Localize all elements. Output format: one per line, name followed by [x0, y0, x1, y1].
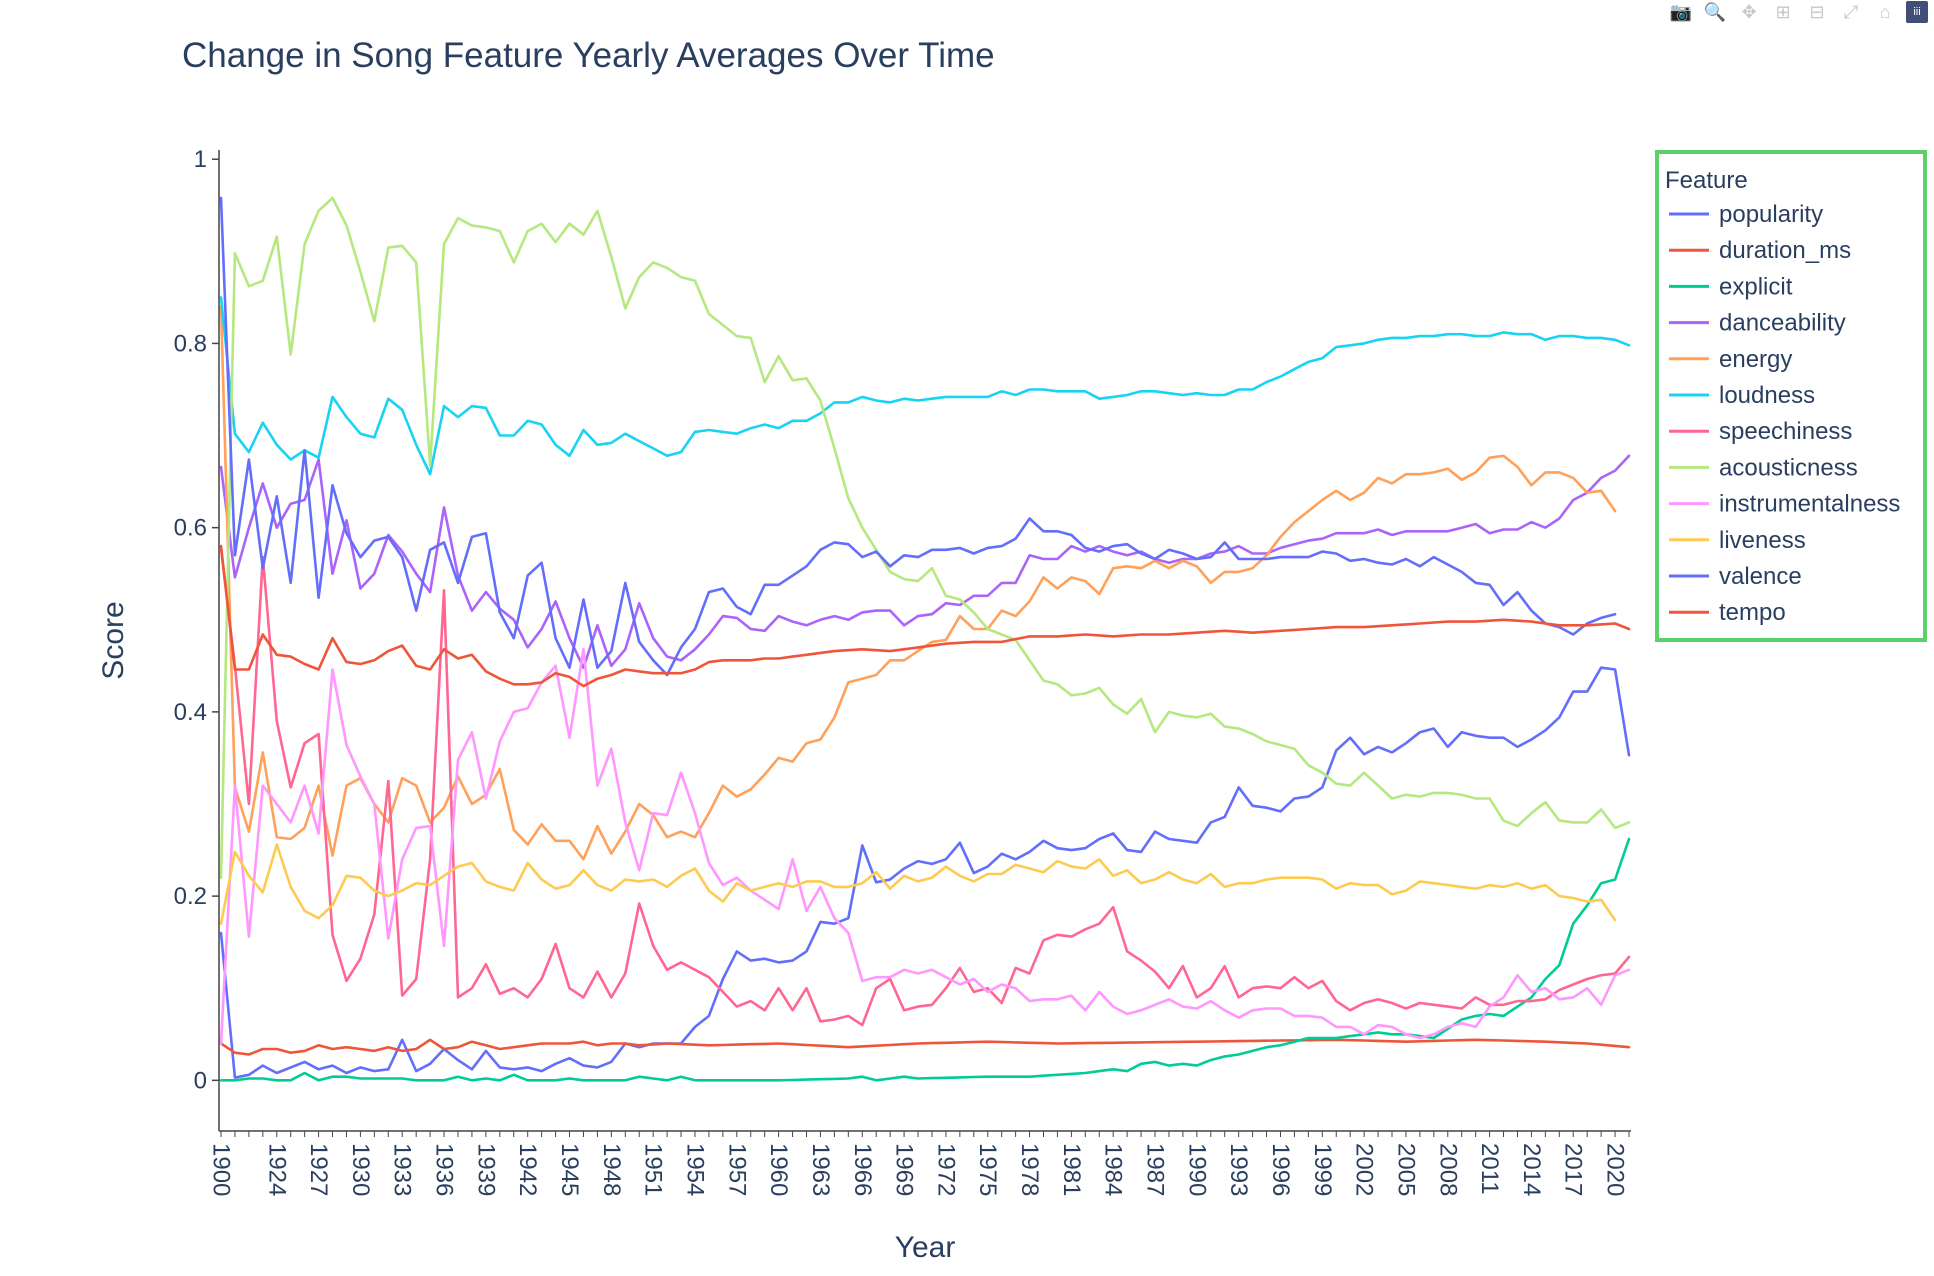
x-tick-label: 1990: [1183, 1143, 1210, 1196]
legend-label: acousticness: [1719, 454, 1858, 481]
legend-label: danceability: [1719, 310, 1846, 337]
legend-label: valence: [1719, 563, 1802, 590]
x-tick-label: 1960: [765, 1143, 792, 1196]
legend-item-acousticness[interactable]: acousticness: [1669, 454, 1858, 481]
series-line-acousticness[interactable]: [219, 196, 1631, 879]
legend-item-energy[interactable]: energy: [1669, 346, 1792, 373]
x-tick-label: 1936: [431, 1143, 458, 1196]
zoom-out-icon[interactable]: ⊟: [1809, 1, 1825, 22]
x-tick-label: 1978: [1016, 1143, 1043, 1196]
legend-label: energy: [1719, 346, 1792, 373]
legend-label: popularity: [1719, 201, 1823, 228]
y-tick-label: 0.4: [174, 699, 207, 726]
series-line-popularity[interactable]: [219, 666, 1631, 1079]
series-lines: [219, 196, 1631, 1082]
legend-label: tempo: [1719, 599, 1786, 626]
x-tick-label: 1945: [556, 1143, 583, 1196]
x-tick-label: 1930: [347, 1143, 374, 1196]
x-tick-label: 1963: [807, 1143, 834, 1196]
zoom-icon[interactable]: 🔍: [1703, 1, 1727, 22]
x-tick-label: 1972: [932, 1143, 959, 1196]
series-line-tempo[interactable]: [219, 544, 1631, 688]
series-line-valence[interactable]: [219, 196, 1617, 677]
series-line-loudness[interactable]: [219, 296, 1631, 476]
legend-item-explicit[interactable]: explicit: [1669, 273, 1793, 300]
x-tick-label: 1954: [681, 1143, 708, 1196]
legend-label: loudness: [1719, 382, 1815, 409]
x-tick-label: 1957: [723, 1143, 750, 1196]
legend-item-instrumentalness[interactable]: instrumentalness: [1669, 491, 1900, 518]
x-tick-label: 1900: [208, 1143, 235, 1196]
x-tick-label: 1933: [389, 1143, 416, 1196]
x-axis-ticks: 1900 1924 1927 1930 1933 1936 1939 1942 1945 1948…: [208, 1131, 1630, 1196]
autoscale-icon[interactable]: ⤢: [1843, 1, 1859, 22]
y-axis-ticks: 0 0.2 0.4 0.6 0.8 1: [174, 146, 219, 1094]
legend-title: Feature: [1665, 167, 1748, 194]
x-tick-label: 1993: [1225, 1143, 1252, 1196]
legend-item-valence[interactable]: valence: [1669, 563, 1802, 590]
legend-item-speechiness[interactable]: speechiness: [1669, 418, 1852, 445]
chart-toolbar: 📷 🔍 ✥ ⊞ ⊟ ⤢ ⌂ iii: [1662, 0, 1934, 24]
y-tick-label: 0: [194, 1067, 207, 1094]
x-axis-title: Year: [895, 1231, 956, 1264]
legend-label: explicit: [1719, 273, 1793, 300]
series-line-energy[interactable]: [219, 305, 1617, 861]
x-tick-label: 2011: [1476, 1143, 1503, 1195]
x-tick-label: 1924: [263, 1143, 290, 1196]
plotly-logo-icon[interactable]: iii: [1906, 1, 1928, 23]
legend-item-liveness[interactable]: liveness: [1669, 527, 1806, 554]
x-tick-label: 2020: [1602, 1143, 1629, 1196]
legend-item-popularity[interactable]: popularity: [1669, 201, 1823, 228]
y-tick-label: 0.6: [174, 515, 207, 542]
camera-icon[interactable]: 📷: [1669, 1, 1693, 22]
x-tick-label: 1966: [849, 1143, 876, 1196]
x-tick-label: 1996: [1267, 1143, 1294, 1196]
legend-label: liveness: [1719, 527, 1806, 554]
x-tick-label: 1969: [891, 1143, 918, 1196]
home-icon[interactable]: ⌂: [1879, 1, 1891, 22]
legend: Feature popularity duration_ms explicit danc…: [1655, 150, 1927, 642]
zoom-in-icon[interactable]: ⊞: [1775, 1, 1791, 22]
x-tick-label: 1942: [514, 1143, 541, 1196]
x-tick-label: 2014: [1518, 1143, 1545, 1196]
legend-label: duration_ms: [1719, 237, 1851, 264]
series-line-danceability[interactable]: [219, 454, 1631, 669]
y-tick-label: 0.8: [174, 330, 207, 357]
x-tick-label: 2008: [1434, 1143, 1461, 1196]
x-tick-label: 1975: [974, 1143, 1001, 1196]
x-tick-label: 1981: [1058, 1143, 1085, 1196]
x-tick-label: 2017: [1560, 1143, 1587, 1196]
legend-label: speechiness: [1719, 418, 1852, 445]
series-line-speechiness[interactable]: [219, 546, 1631, 1027]
legend-label: instrumentalness: [1719, 491, 1900, 518]
x-tick-label: 1984: [1100, 1143, 1127, 1196]
x-tick-label: 2002: [1351, 1143, 1378, 1196]
legend-item-duration_ms[interactable]: duration_ms: [1669, 237, 1851, 264]
x-tick-label: 1927: [305, 1143, 332, 1196]
chart-title: Change in Song Feature Yearly Averages O…: [182, 36, 995, 75]
x-tick-label: 1999: [1309, 1143, 1336, 1196]
series-line-instrumentalness[interactable]: [219, 648, 1631, 1045]
axes: [218, 150, 1631, 1132]
x-tick-label: 1939: [472, 1143, 499, 1196]
y-axis-title: Score: [97, 601, 130, 679]
x-tick-label: 1951: [640, 1143, 667, 1196]
x-tick-label: 1948: [598, 1143, 625, 1196]
y-tick-label: 0.2: [174, 883, 207, 910]
x-tick-label: 1987: [1142, 1143, 1169, 1196]
series-line-explicit[interactable]: [219, 837, 1631, 1082]
series-line-duration_ms[interactable]: [219, 1038, 1631, 1056]
legend-item-loudness[interactable]: loudness: [1669, 382, 1815, 409]
y-tick-label: 1: [194, 146, 207, 173]
pan-icon[interactable]: ✥: [1741, 1, 1757, 22]
legend-item-danceability[interactable]: danceability: [1669, 310, 1846, 337]
legend-item-tempo[interactable]: tempo: [1669, 599, 1786, 626]
x-tick-label: 2005: [1392, 1143, 1419, 1196]
series-line-liveness[interactable]: [219, 843, 1617, 925]
